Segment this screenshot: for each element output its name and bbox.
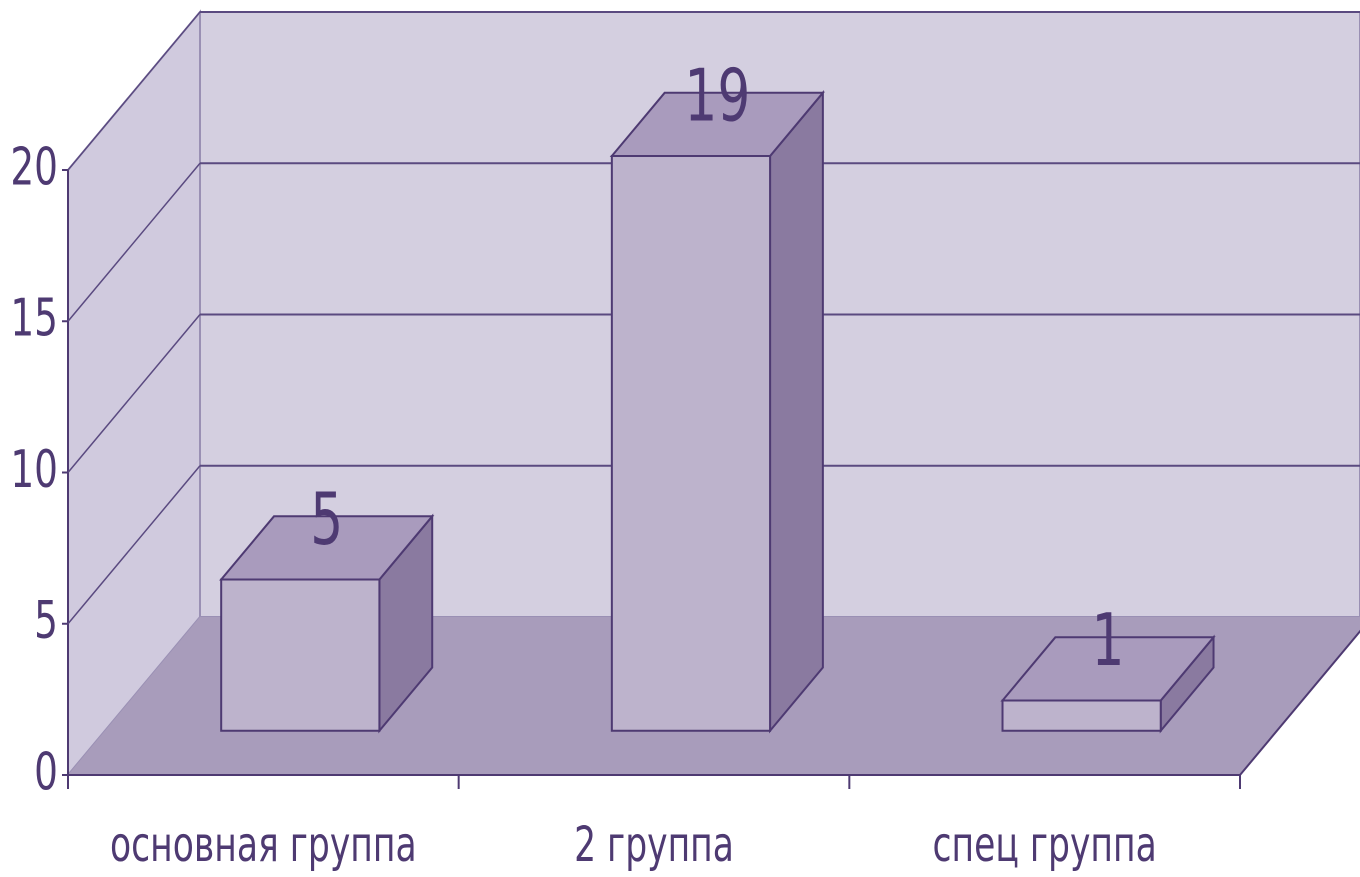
grid-line xyxy=(67,162,201,322)
bar-side xyxy=(769,90,824,734)
bar xyxy=(1001,699,1162,732)
y-tick-label: 10 xyxy=(10,439,58,500)
x-tick-label: 2 группа xyxy=(574,816,734,872)
bar xyxy=(610,155,772,732)
grid-line xyxy=(67,11,201,171)
y-tick-label: 5 xyxy=(34,590,58,651)
data-label: 5 xyxy=(310,478,343,562)
x-tick-label: основная группа xyxy=(110,816,417,872)
grid-line xyxy=(67,465,201,625)
y-tick-label: 0 xyxy=(34,741,58,802)
data-label: 1 xyxy=(1092,599,1125,683)
floor-edge xyxy=(1239,629,1360,776)
x-tick-label: спец группа xyxy=(933,816,1157,872)
grid-line xyxy=(67,314,201,473)
y-tick-label: 20 xyxy=(10,136,58,197)
data-label: 19 xyxy=(684,54,750,138)
bar xyxy=(220,578,381,732)
y-tick-label: 15 xyxy=(10,287,58,348)
